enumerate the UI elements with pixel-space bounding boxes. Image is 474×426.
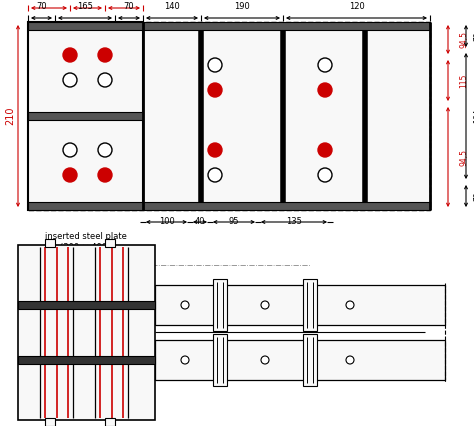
Text: 305: 305 [76, 265, 95, 275]
Bar [18, 245, 155, 420]
Text: 40: 40 [195, 217, 205, 226]
Bar [143, 22, 430, 210]
Text: 120: 120 [348, 2, 365, 11]
Bar [213, 279, 227, 331]
Bar [45, 418, 55, 426]
Text: 115: 115 [80, 0, 95, 1]
Text: 94,5: 94,5 [115, 0, 133, 1]
Bar [28, 202, 430, 210]
Bar [155, 285, 445, 325]
Circle shape [98, 143, 112, 157]
Text: (300 × 490): (300 × 490) [60, 243, 111, 252]
Bar [303, 334, 317, 386]
Bar [28, 112, 143, 120]
Circle shape [63, 143, 77, 157]
Text: 70: 70 [124, 2, 134, 11]
Text: 190: 190 [234, 2, 250, 11]
Bar [18, 301, 155, 309]
Circle shape [63, 168, 77, 182]
Bar [155, 340, 445, 380]
Circle shape [318, 168, 332, 182]
Circle shape [208, 58, 222, 72]
Circle shape [208, 143, 222, 157]
Circle shape [98, 168, 112, 182]
Text: inserted steel plate: inserted steel plate [45, 232, 127, 241]
Text: 94,5: 94,5 [459, 149, 468, 165]
Bar [28, 22, 430, 30]
Circle shape [346, 356, 354, 364]
Circle shape [318, 83, 332, 97]
Circle shape [181, 356, 189, 364]
Bar [105, 418, 115, 426]
Bar [45, 239, 55, 247]
Circle shape [318, 58, 332, 72]
Circle shape [261, 301, 269, 309]
Circle shape [98, 48, 112, 62]
Circle shape [346, 301, 354, 309]
Circle shape [98, 73, 112, 87]
Circle shape [208, 83, 222, 97]
Bar [303, 279, 317, 331]
Text: 70: 70 [36, 2, 47, 11]
Bar [213, 334, 227, 386]
Text: 100: 100 [159, 217, 174, 226]
Text: 115: 115 [459, 73, 468, 88]
Bar [18, 356, 155, 364]
Text: units: mm: units: mm [28, 258, 70, 267]
Circle shape [63, 48, 77, 62]
Text: 94,5: 94,5 [459, 31, 468, 48]
Text: 95: 95 [229, 217, 239, 226]
Bar [28, 22, 143, 210]
Text: 210: 210 [5, 107, 15, 125]
Circle shape [208, 168, 222, 182]
Circle shape [63, 73, 77, 87]
Circle shape [181, 301, 189, 309]
Bar [28, 22, 430, 210]
Text: 165: 165 [77, 2, 93, 11]
Circle shape [318, 143, 332, 157]
Text: 140: 140 [164, 2, 180, 11]
Circle shape [261, 356, 269, 364]
Text: 94,5: 94,5 [40, 0, 58, 1]
Text: 135: 135 [286, 217, 302, 226]
Bar [105, 239, 115, 247]
